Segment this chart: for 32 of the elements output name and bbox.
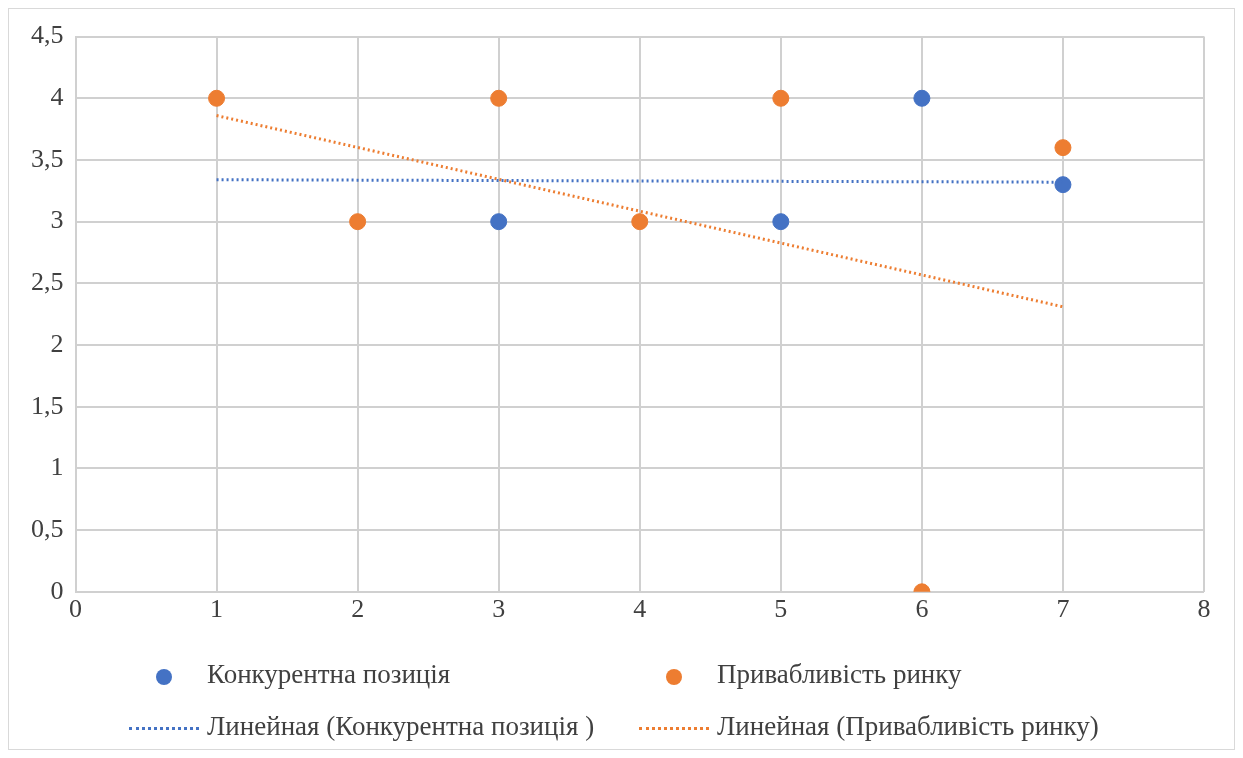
legend-label: Линейная (Конкурентна позиція ): [207, 711, 595, 741]
y-tick-label: 2: [50, 328, 64, 358]
x-tick-label: 2: [351, 594, 365, 624]
x-tick-label: 6: [915, 594, 929, 624]
y-tick-label: 4,5: [31, 20, 64, 50]
point: [913, 89, 931, 107]
x-tick-label: 7: [1056, 594, 1070, 624]
y-tick-label: 1,5: [31, 390, 64, 420]
y-tick-label: 2,5: [31, 267, 64, 297]
y-tick-label: 3,5: [31, 143, 64, 173]
x-tick-label: 5: [774, 594, 788, 624]
point: [772, 89, 790, 107]
point: [631, 213, 649, 231]
legend-label: Линейная (Привабливість ринку): [717, 711, 1099, 741]
y-tick-label: 0,5: [31, 513, 64, 543]
x-tick-label: 1: [210, 594, 224, 624]
y-tick-label: 1: [50, 452, 64, 482]
point: [490, 89, 508, 107]
y-tick-label: 3: [50, 205, 64, 235]
point: [490, 213, 508, 231]
y-tick-label: 0: [50, 575, 64, 605]
point: [1054, 176, 1072, 194]
point: [349, 213, 367, 231]
legend-label: Конкурентна позиція: [207, 659, 451, 689]
point: [1054, 139, 1072, 157]
legend-label: Привабливість ринку: [717, 659, 962, 689]
y-tick-label: 4: [50, 82, 64, 112]
point: [208, 89, 226, 107]
x-tick-label: 3: [492, 594, 506, 624]
x-tick-label: 4: [633, 594, 647, 624]
point: [772, 213, 790, 231]
x-tick-label: 8: [1197, 594, 1211, 624]
